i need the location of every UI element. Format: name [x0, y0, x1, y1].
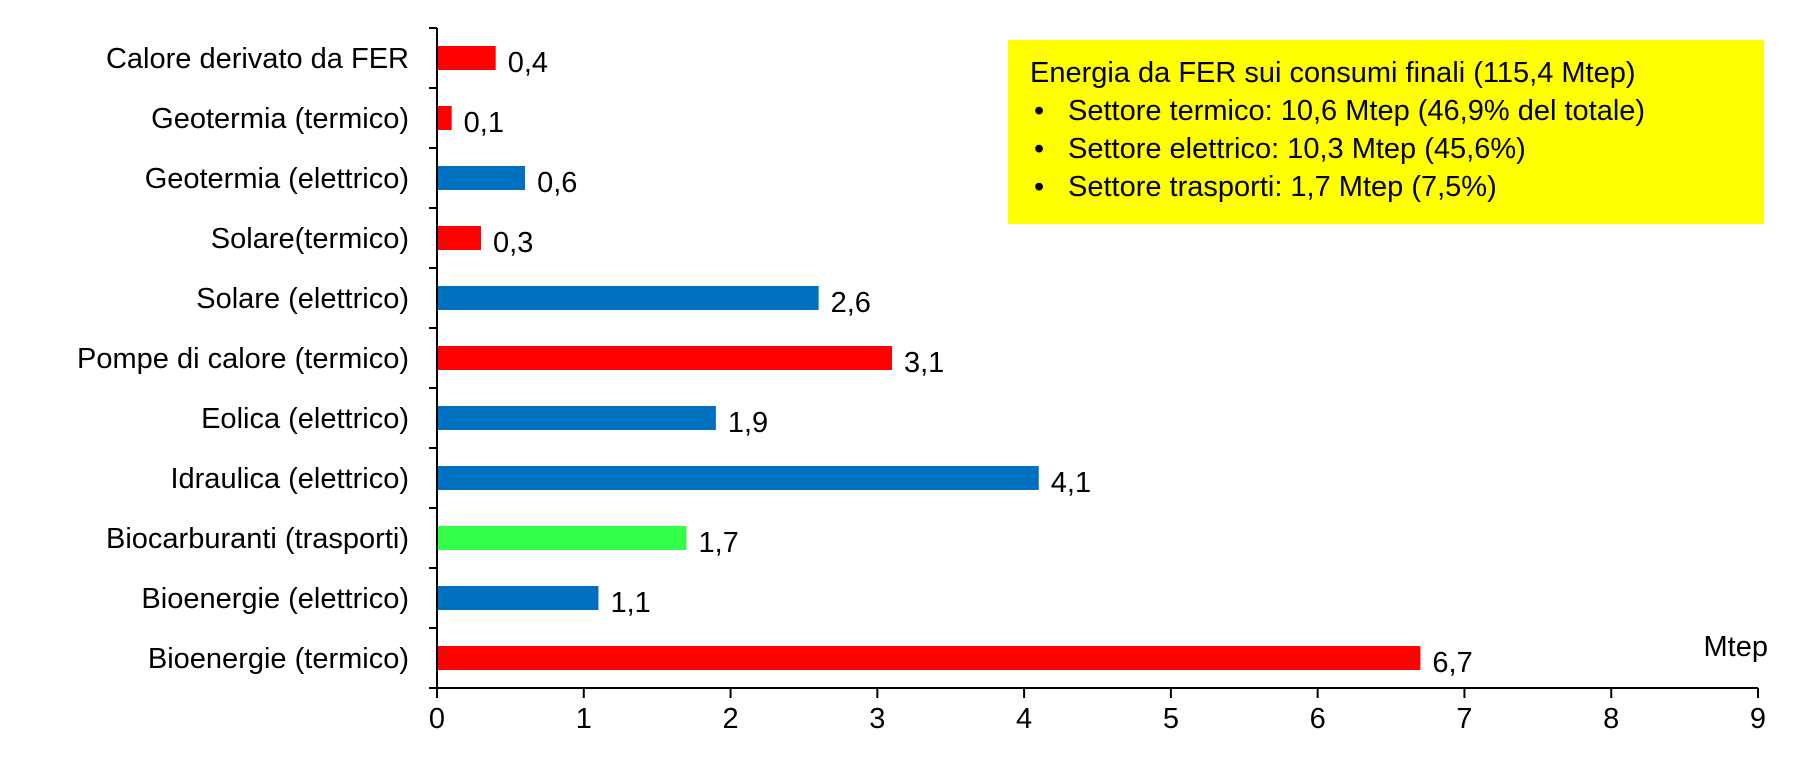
bar — [438, 586, 599, 610]
x-tick-label: 5 — [1163, 703, 1179, 735]
x-tick-label: 9 — [1750, 703, 1766, 735]
data-label: 4,1 — [1051, 467, 1091, 499]
category-label: Pompe di calore (termico) — [77, 343, 409, 375]
x-tick-label: 7 — [1456, 703, 1472, 735]
summary-item-trasporti: Settore trasporti: 1,7 Mtep (7,5%) — [1030, 168, 1742, 206]
bar — [438, 346, 893, 370]
data-label: 0,6 — [537, 167, 577, 199]
bar — [438, 106, 452, 130]
x-tick-label: 2 — [722, 703, 738, 735]
summary-item-elettrico: Settore elettrico: 10,3 Mtep (45,6%) — [1030, 130, 1742, 168]
category-label: Geotermia (elettrico) — [145, 163, 409, 195]
category-label: Eolica (elettrico) — [201, 403, 409, 435]
bar — [438, 166, 526, 190]
category-label: Solare(termico) — [211, 223, 409, 255]
bars-layer — [438, 46, 1421, 670]
bar — [438, 46, 496, 70]
data-label: 1,1 — [610, 587, 650, 619]
labels-layer: Calore derivato da FER 0,4 Geotermia (term… — [77, 43, 1768, 735]
x-tick-label: 1 — [576, 703, 592, 735]
category-label: Solare (elettrico) — [196, 283, 409, 315]
category-label: Idraulica (elettrico) — [170, 463, 409, 495]
bar — [438, 646, 1421, 670]
bar — [438, 406, 716, 430]
summary-item-termico: Settore termico: 10,6 Mtep (46,9% del to… — [1030, 92, 1742, 130]
bar — [438, 286, 819, 310]
summary-list: Settore termico: 10,6 Mtep (46,9% del to… — [1030, 92, 1742, 206]
category-label: Bioenergie (elettrico) — [141, 583, 409, 615]
data-label: 2,6 — [831, 287, 871, 319]
axes-layer — [429, 27, 1759, 698]
data-label: 0,3 — [493, 227, 533, 259]
category-label: Bioenergie (termico) — [148, 643, 409, 675]
unit-label: Mtep — [1704, 631, 1768, 663]
data-label: 1,7 — [699, 527, 739, 559]
category-label: Geotermia (termico) — [151, 103, 409, 135]
category-label: Calore derivato da FER — [106, 43, 409, 75]
x-tick-label: 8 — [1603, 703, 1619, 735]
summary-title: Energia da FER sui consumi finali (115,4… — [1030, 57, 1636, 89]
data-label: 0,1 — [464, 107, 504, 139]
data-label: 0,4 — [508, 47, 548, 79]
x-tick-label: 3 — [869, 703, 885, 735]
x-tick-label: 6 — [1310, 703, 1326, 735]
bar — [438, 466, 1039, 490]
summary-box: Energia da FER sui consumi finali (115,4… — [1008, 40, 1764, 224]
x-tick-label: 0 — [429, 703, 445, 735]
data-label: 6,7 — [1432, 647, 1472, 679]
bar — [438, 526, 687, 550]
x-tick-label: 4 — [1016, 703, 1032, 735]
bar — [438, 226, 482, 250]
category-label: Biocarburanti (trasporti) — [106, 523, 409, 555]
data-label: 3,1 — [904, 347, 944, 379]
data-label: 1,9 — [728, 407, 768, 439]
